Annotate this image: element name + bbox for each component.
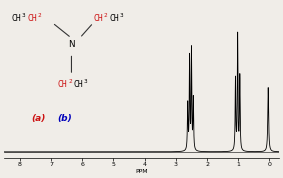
- Text: 2: 2: [68, 79, 72, 84]
- Text: 3: 3: [120, 13, 123, 18]
- Text: (b): (b): [58, 114, 72, 123]
- Text: CH: CH: [27, 14, 37, 23]
- Text: CH: CH: [109, 14, 119, 23]
- Text: CH: CH: [93, 14, 103, 23]
- Text: CH: CH: [73, 80, 83, 89]
- Text: 2: 2: [38, 13, 41, 18]
- Text: 2: 2: [104, 13, 108, 18]
- X-axis label: PPM: PPM: [135, 169, 148, 174]
- Text: 3: 3: [84, 79, 87, 84]
- Text: 3: 3: [22, 13, 25, 18]
- Text: CH: CH: [11, 14, 21, 23]
- Text: (a): (a): [32, 114, 46, 123]
- Text: N: N: [68, 40, 75, 49]
- Text: CH: CH: [58, 80, 67, 89]
